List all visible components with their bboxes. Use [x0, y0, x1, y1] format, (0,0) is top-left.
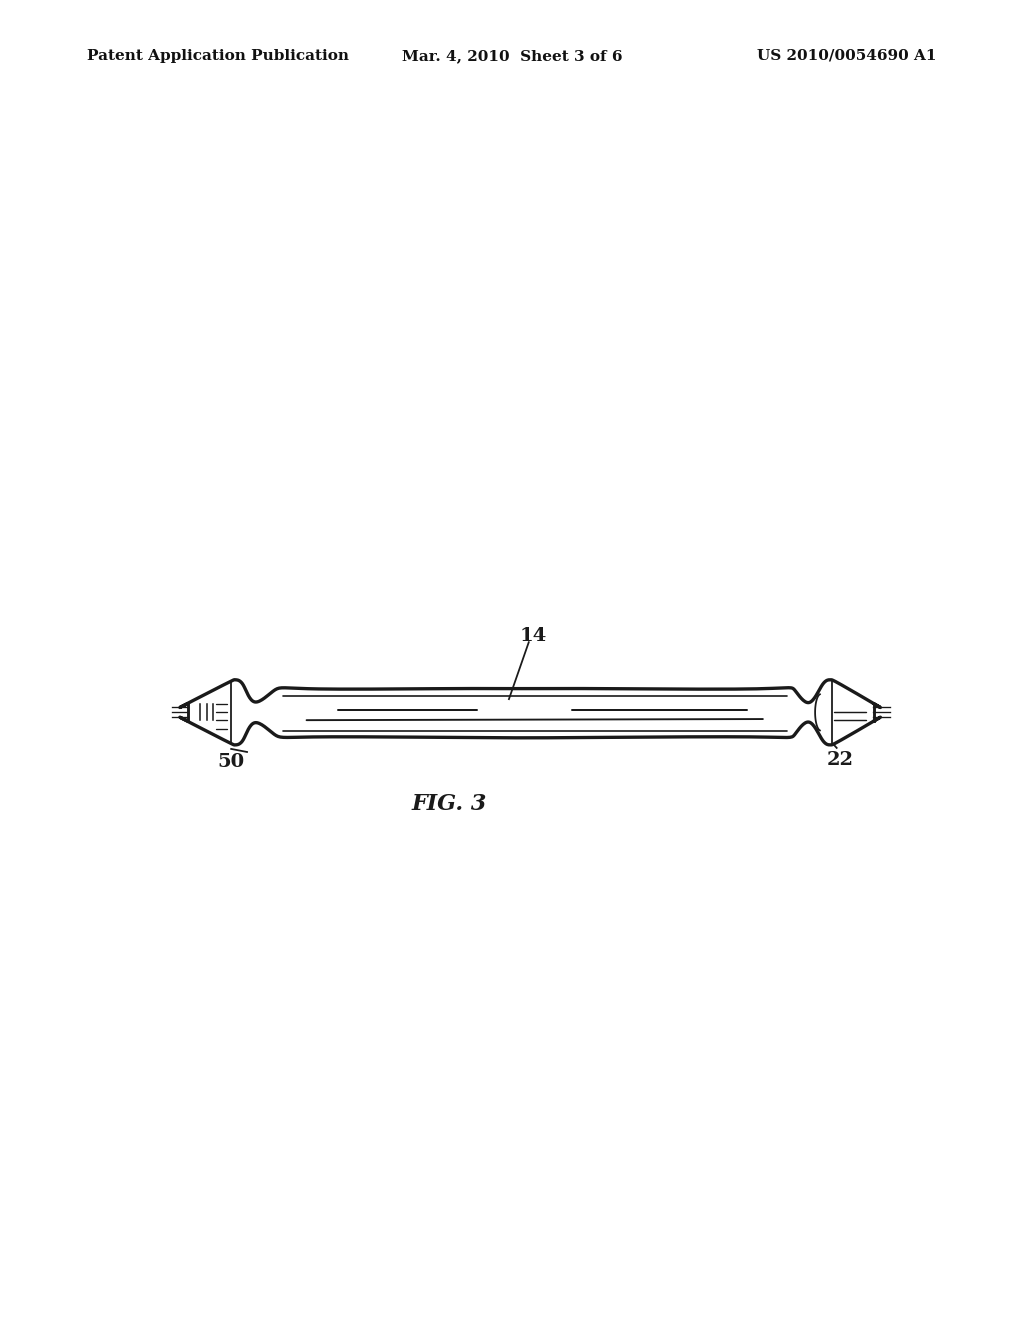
- Text: 22: 22: [827, 751, 854, 770]
- Text: Mar. 4, 2010  Sheet 3 of 6: Mar. 4, 2010 Sheet 3 of 6: [401, 49, 623, 63]
- Text: 50: 50: [218, 754, 245, 771]
- Text: US 2010/0054690 A1: US 2010/0054690 A1: [758, 49, 937, 63]
- Text: Patent Application Publication: Patent Application Publication: [87, 49, 349, 63]
- Text: FIG. 3: FIG. 3: [412, 793, 487, 814]
- Text: 14: 14: [519, 627, 547, 645]
